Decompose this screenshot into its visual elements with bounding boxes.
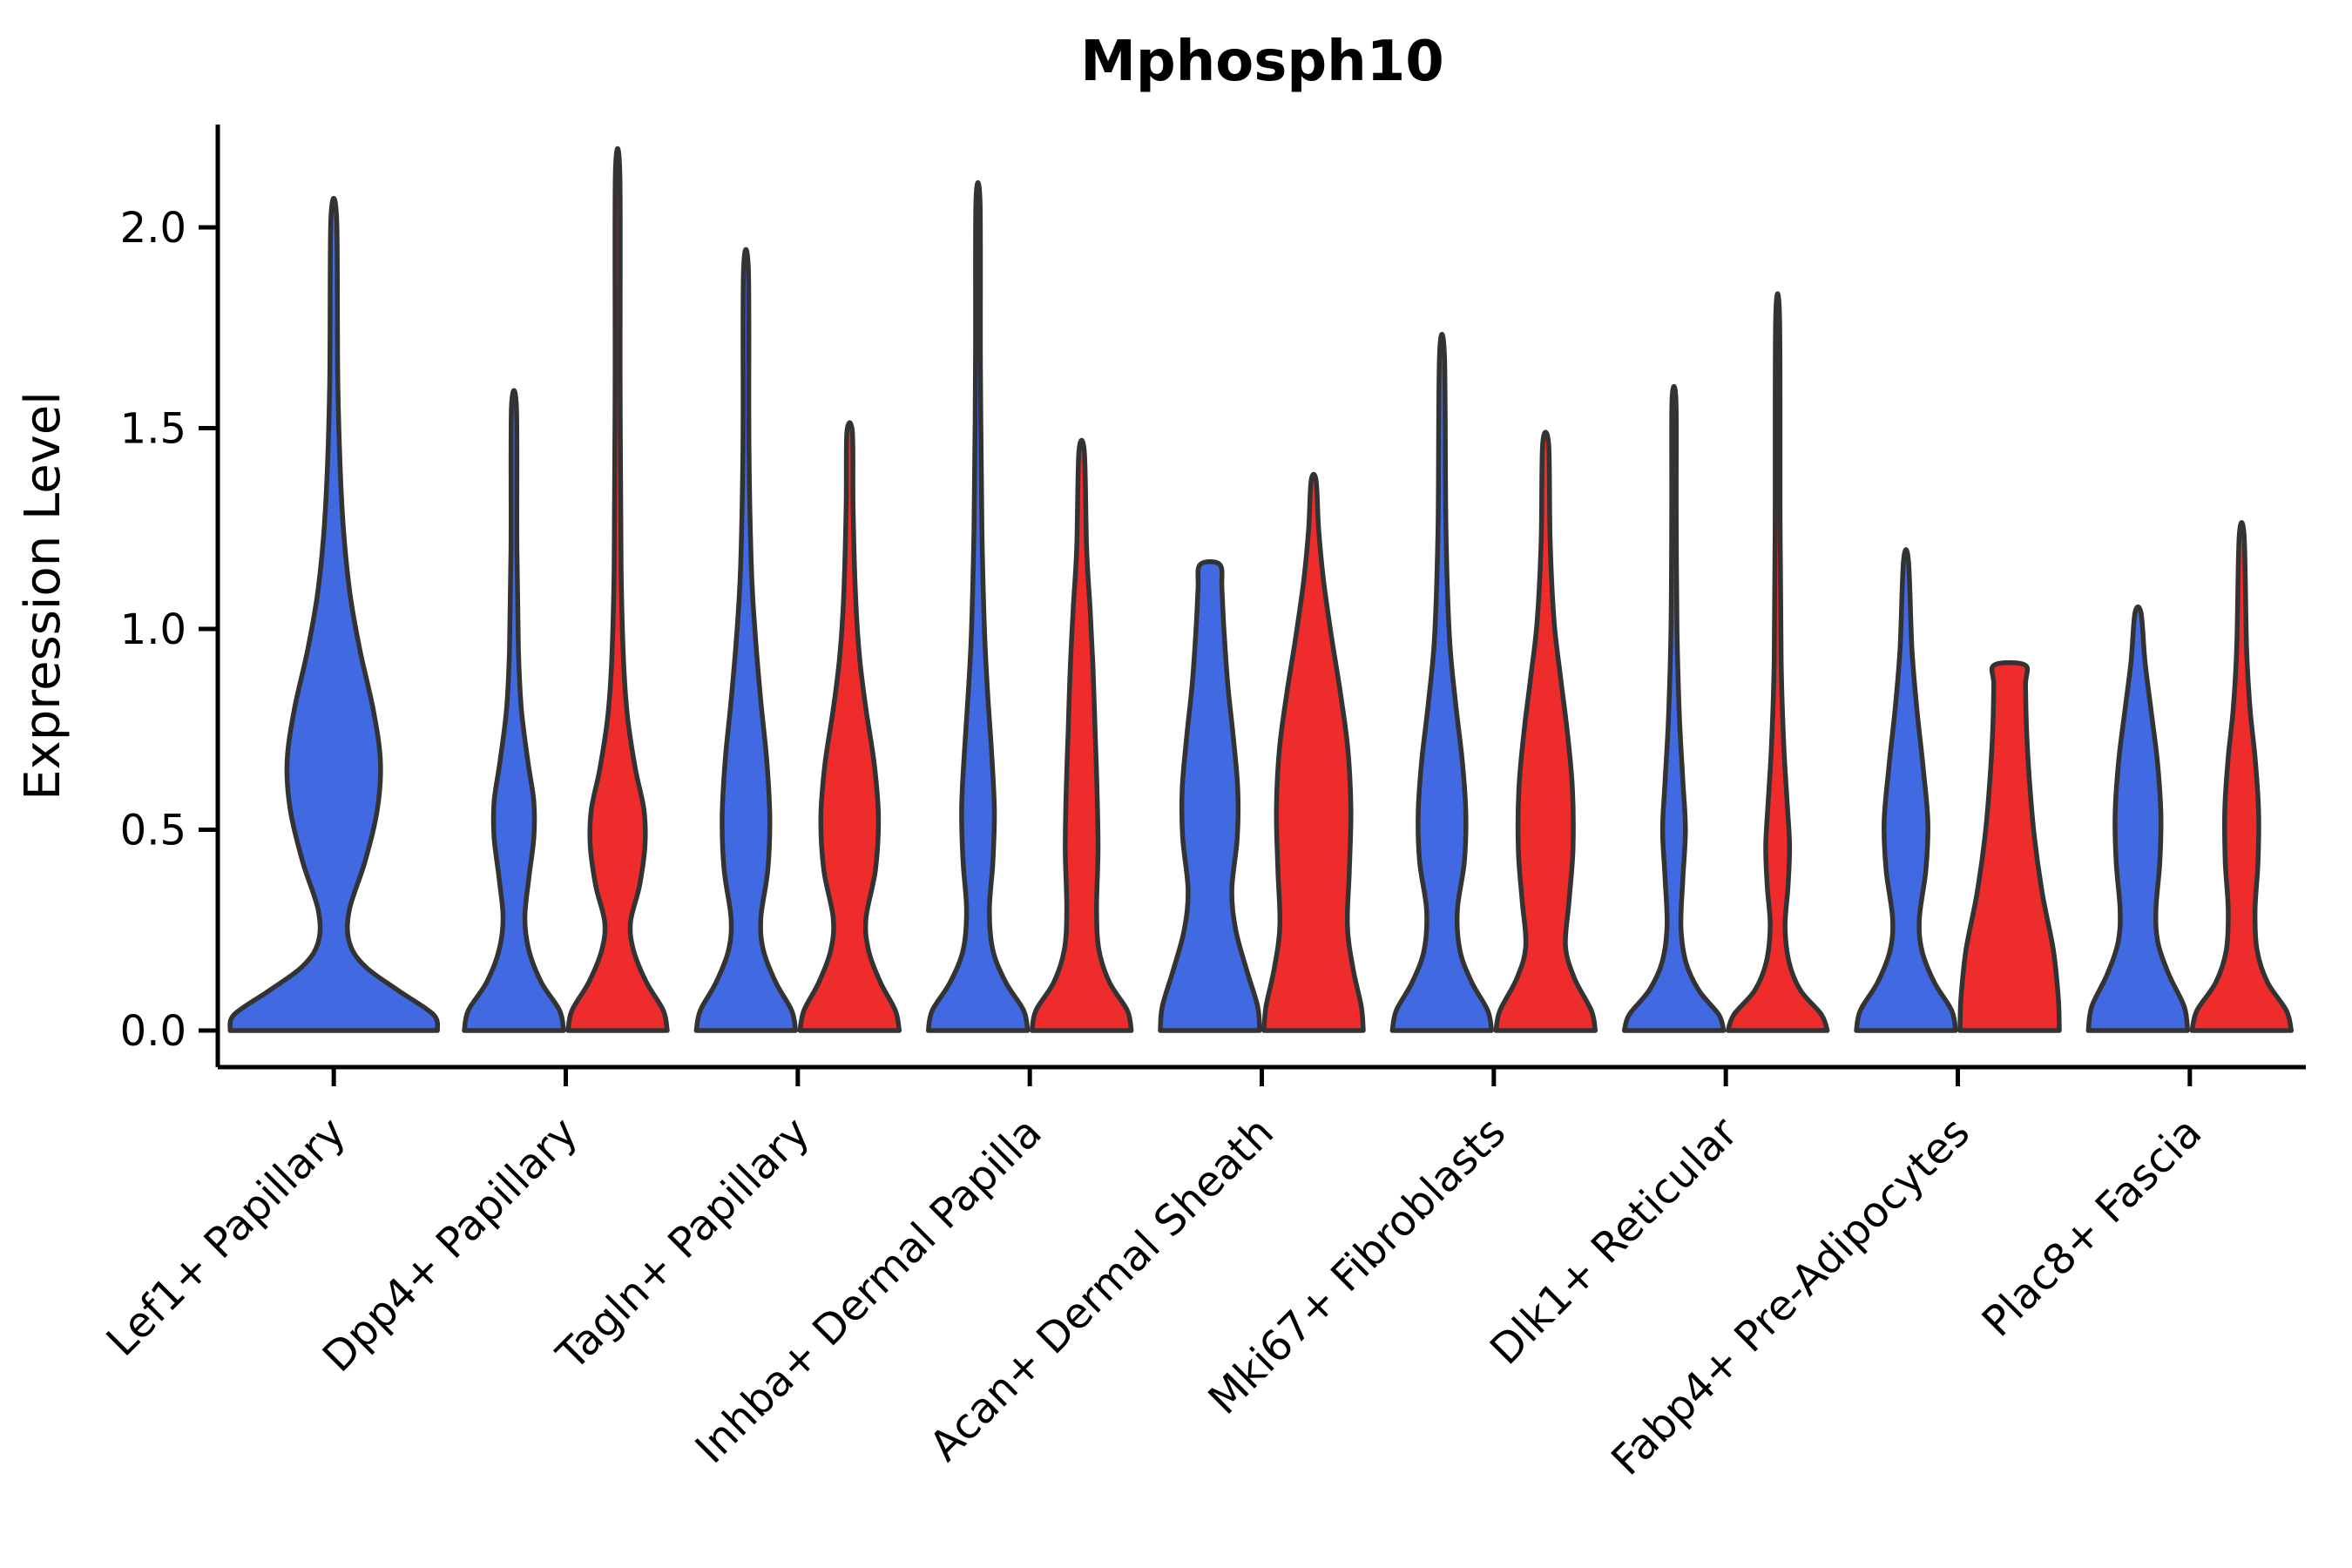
violin-plac8-fascia-red: [2189, 520, 2295, 1033]
y-tick-label-0.5: 0.5: [120, 807, 186, 855]
y-tick-label-1.5: 1.5: [120, 405, 186, 454]
violin-dpp4-papillary-red: [565, 145, 670, 1033]
violin-dlk1-reticular-red: [1725, 291, 1830, 1033]
x-tick-label-plac8-fascia: Plac8+ Fascia: [1973, 1108, 2212, 1347]
violins-layer: [227, 145, 2295, 1033]
y-axis-label: Expression Level: [15, 391, 71, 801]
x-tick-label-lef1-papillary: Lef1+ Papillary: [98, 1108, 355, 1366]
y-tick-label-0.0: 0.0: [120, 1007, 186, 1056]
violin-mki67-fibroblasts-blue: [1389, 332, 1495, 1033]
violin-fabp4-pre-adipocytes-red: [1957, 659, 2062, 1033]
violin-mki67-fibroblasts-red: [1493, 429, 1598, 1033]
y-tick-label-2.0: 2.0: [120, 204, 186, 253]
violin-tagln-papillary-blue: [693, 247, 799, 1033]
x-tick-label-dpp4-papillary: Dpp4+ Papillary: [314, 1108, 587, 1382]
violin-inhba-dermal-papilla-red: [1029, 437, 1134, 1033]
violin-dpp4-papillary-blue: [462, 388, 566, 1033]
violin-fabp4-pre-adipocytes-blue: [1854, 547, 1958, 1033]
y-tick-label-1.0: 1.0: [120, 605, 186, 654]
x-tick-label-tagln-papillary: Tagln+ Papillary: [547, 1108, 819, 1380]
violin-inhba-dermal-papilla-blue: [925, 180, 1031, 1033]
violin-plac8-fascia-blue: [2085, 604, 2191, 1033]
x-tick-label-dlk1-reticular: Dlk1+ Reticular: [1481, 1108, 1747, 1375]
y-ticks-layer: 0.0 0.5 1.0 1.5 2.0: [120, 204, 218, 1056]
violin-dlk1-reticular-blue: [1621, 383, 1727, 1033]
chart-title: Mphosph10: [1080, 30, 1444, 94]
violin-lef1-papillary-blue: [227, 196, 441, 1033]
violin-tagln-papillary-red: [797, 420, 902, 1033]
violin-acan-dermal-sheath-red: [1261, 471, 1366, 1033]
violin-acan-dermal-sheath-blue: [1158, 559, 1262, 1033]
